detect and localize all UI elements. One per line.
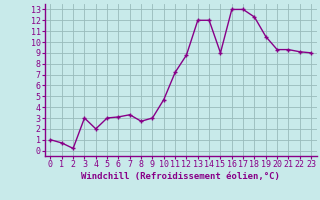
X-axis label: Windchill (Refroidissement éolien,°C): Windchill (Refroidissement éolien,°C) (81, 172, 280, 181)
